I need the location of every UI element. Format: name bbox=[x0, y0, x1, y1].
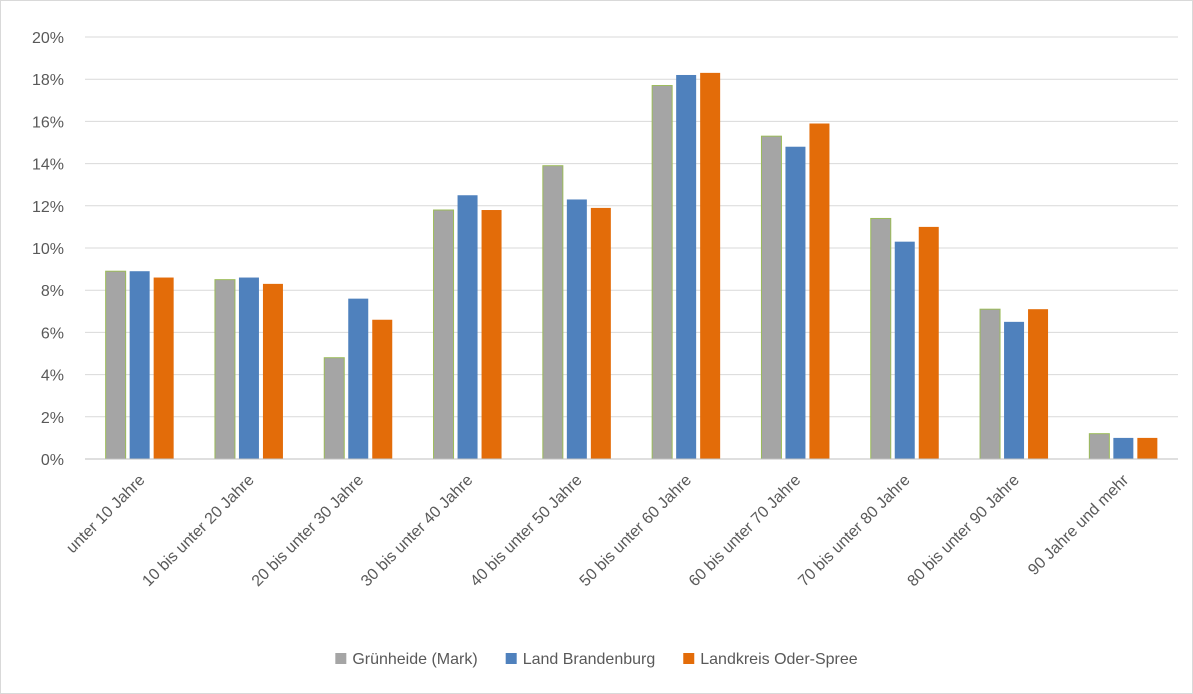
legend-swatch bbox=[335, 653, 347, 664]
x-tick-label: 40 bis unter 50 Jahre bbox=[467, 472, 585, 590]
bar bbox=[590, 207, 611, 459]
bar bbox=[1137, 437, 1158, 459]
bar bbox=[1113, 437, 1134, 459]
bar bbox=[214, 279, 236, 460]
y-tick-label: 16% bbox=[32, 114, 64, 131]
legend-swatch bbox=[505, 653, 517, 664]
x-tick-label: 20 bis unter 30 Jahre bbox=[249, 472, 367, 590]
bar bbox=[870, 217, 892, 460]
bar bbox=[700, 72, 721, 460]
y-tick-label: 6% bbox=[41, 325, 64, 342]
y-tick-label: 14% bbox=[32, 157, 64, 174]
bar bbox=[348, 298, 369, 459]
x-tick-label: 80 bis unter 90 Jahre bbox=[905, 472, 1023, 590]
bar bbox=[372, 319, 393, 459]
bars bbox=[105, 72, 1158, 460]
y-tick-label: 12% bbox=[32, 199, 64, 216]
bar bbox=[785, 146, 806, 459]
bar bbox=[433, 209, 455, 460]
y-tick-label: 0% bbox=[41, 452, 64, 469]
y-axis-ticks: 0% 2% 4% 6% 8% 10% 12% 14% 16% 18% 20% bbox=[32, 30, 64, 469]
x-tick-label: 50 bis unter 60 Jahre bbox=[577, 472, 695, 590]
bar bbox=[676, 74, 697, 459]
legend-label: Grünheide (Mark) bbox=[352, 651, 477, 668]
bar bbox=[651, 85, 673, 460]
bar bbox=[323, 357, 345, 460]
bar bbox=[894, 241, 915, 459]
bar bbox=[262, 283, 283, 459]
y-tick-label: 20% bbox=[32, 30, 64, 47]
x-tick-label: 60 bis unter 70 Jahre bbox=[686, 472, 804, 590]
bar bbox=[542, 165, 564, 460]
bar bbox=[238, 277, 259, 459]
y-tick-label: 4% bbox=[41, 368, 64, 385]
bar bbox=[1088, 433, 1110, 460]
x-tick-label: 30 bis unter 40 Jahre bbox=[358, 472, 476, 590]
legend: Grünheide (Mark) Land Brandenburg Landkrei… bbox=[335, 651, 858, 668]
bar bbox=[105, 270, 127, 460]
x-tick-label: 70 bis unter 80 Jahre bbox=[795, 472, 913, 590]
bar bbox=[809, 123, 830, 459]
legend-label: Land Brandenburg bbox=[523, 651, 656, 668]
bar bbox=[481, 210, 502, 459]
x-tick-label: unter 10 Jahre bbox=[63, 472, 148, 557]
legend-swatch bbox=[683, 653, 695, 664]
x-tick-label: 90 Jahre und mehr bbox=[1025, 471, 1132, 578]
bar bbox=[979, 308, 1001, 460]
bar bbox=[1004, 321, 1025, 459]
bar bbox=[1028, 309, 1049, 459]
bar bbox=[760, 135, 782, 460]
bar bbox=[129, 271, 150, 459]
bar bbox=[153, 277, 174, 459]
y-tick-label: 8% bbox=[41, 283, 64, 300]
legend-label: Landkreis Oder-Spree bbox=[700, 651, 858, 668]
x-tick-label: 10 bis unter 20 Jahre bbox=[139, 472, 257, 590]
bar bbox=[457, 195, 478, 459]
y-tick-label: 2% bbox=[41, 410, 64, 427]
y-tick-label: 10% bbox=[32, 241, 64, 258]
bar bbox=[566, 199, 587, 459]
y-tick-label: 18% bbox=[32, 72, 64, 89]
bar bbox=[918, 226, 939, 459]
